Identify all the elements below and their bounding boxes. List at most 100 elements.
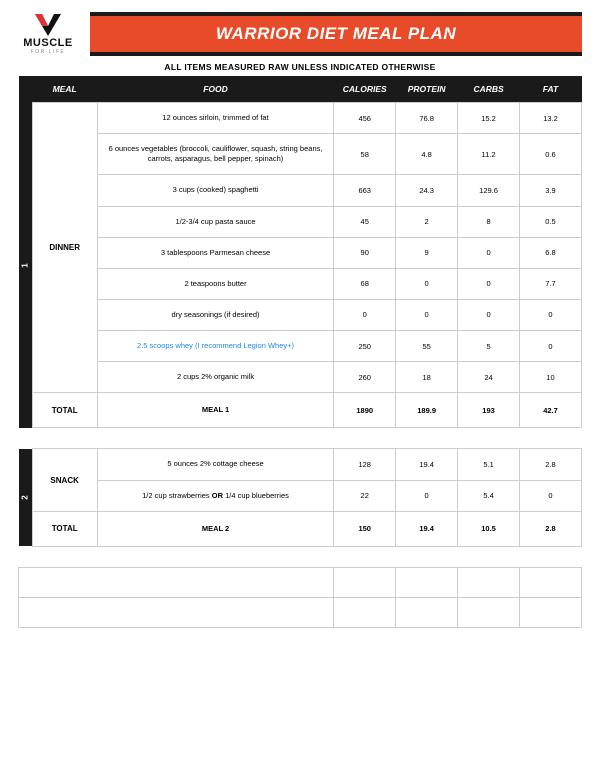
- brand-logo: MUSCLE FOR LIFE: [18, 12, 78, 55]
- table-row: 2SNACK5 ounces 2% cottage cheese12819.45…: [19, 449, 582, 480]
- food-link[interactable]: 2.5 scoops whey (I recommend Legion Whey…: [137, 341, 294, 350]
- fat-cell: 7.7: [520, 268, 582, 299]
- cal-cell: 663: [334, 175, 396, 206]
- table-row: 6 ounces vegetables (broccoli, cauliflow…: [19, 134, 582, 175]
- pro-cell: 0: [396, 299, 458, 330]
- cal-cell: 68: [334, 268, 396, 299]
- pro-cell: 9: [396, 237, 458, 268]
- fat-cell: 13.2: [520, 103, 582, 134]
- fat-cell: 0.5: [520, 206, 582, 237]
- fat-cell: 10: [520, 362, 582, 393]
- cal-cell: 22: [334, 480, 396, 511]
- fat-cell: 0: [520, 299, 582, 330]
- col-meal: MEAL: [32, 76, 97, 103]
- meal-index: 1: [19, 103, 33, 428]
- food-cell: 2.5 scoops whey (I recommend Legion Whey…: [97, 331, 333, 362]
- summary-fat: 45.5: [520, 567, 582, 597]
- table-row: 2 cups 2% organic milk260182410: [19, 362, 582, 393]
- food-cell: 2 teaspoons butter: [97, 268, 333, 299]
- col-protein: PROTEIN: [396, 76, 458, 103]
- fat-cell: 3.9: [520, 175, 582, 206]
- cal-cell: 250: [334, 331, 396, 362]
- carb-cell: 5.1: [458, 449, 520, 480]
- carb-cell: 5: [458, 331, 520, 362]
- food-cell: 12 ounces sirloin, trimmed of fat: [97, 103, 333, 134]
- fat-cell: 0: [520, 331, 582, 362]
- cal-cell: 260: [334, 362, 396, 393]
- col-index: [19, 76, 33, 103]
- cal-cell: 0: [334, 299, 396, 330]
- table-row: 1DINNER12 ounces sirloin, trimmed of fat…: [19, 103, 582, 134]
- carb-cell: 0: [458, 237, 520, 268]
- carb-cell: 5.4: [458, 480, 520, 511]
- table-row: dry seasonings (if desired)0000: [19, 299, 582, 330]
- carb-cell: 8: [458, 206, 520, 237]
- brand-name: MUSCLE: [18, 38, 78, 49]
- fat-cell: 2.8: [520, 449, 582, 480]
- total-label: TOTAL: [32, 393, 97, 428]
- carb-cell: 0: [458, 299, 520, 330]
- page-title: WARRIOR DIET MEAL PLAN: [90, 12, 582, 56]
- table-row: 2.5 scoops whey (I recommend Legion Whey…: [19, 331, 582, 362]
- summary-label: TARGET: [19, 597, 334, 627]
- total-label: TOTAL: [32, 511, 97, 546]
- pro-cell: 19.4: [396, 449, 458, 480]
- pro-cell: 2: [396, 206, 458, 237]
- meal-total-row: TOTALMEAL 11890189.919342.7: [19, 393, 582, 428]
- col-fat: FAT: [520, 76, 582, 103]
- pro-cell: 0: [396, 268, 458, 299]
- fat-cell: 0: [520, 480, 582, 511]
- summary-totals: TOTALS2040209.3203.545.5: [19, 567, 582, 597]
- meal-name: DINNER: [32, 103, 97, 393]
- carb-cell: 15.2: [458, 103, 520, 134]
- summary-cal: 2040: [334, 567, 396, 597]
- table-row: 2 teaspoons butter68007.7: [19, 268, 582, 299]
- subtitle: ALL ITEMS MEASURED RAW UNLESS INDICATED …: [18, 62, 582, 72]
- table-row: 1/2-3/4 cup pasta sauce45280.5: [19, 206, 582, 237]
- food-cell: 1/2-3/4 cup pasta sauce: [97, 206, 333, 237]
- col-carbs: CARBS: [458, 76, 520, 103]
- logo-icon: [32, 12, 64, 36]
- carb-cell: 24: [458, 362, 520, 393]
- food-cell: 3 cups (cooked) spaghetti: [97, 175, 333, 206]
- food-cell: 5 ounces 2% cottage cheese: [97, 449, 333, 480]
- gap-row: [19, 428, 582, 449]
- pro-cell: 18: [396, 362, 458, 393]
- table-row: 1/2 cup strawberries OR 1/4 cup blueberr…: [19, 480, 582, 511]
- food-cell: 2 cups 2% organic milk: [97, 362, 333, 393]
- food-cell: dry seasonings (if desired): [97, 299, 333, 330]
- summary-pro: 209.3: [396, 567, 458, 597]
- pro-cell: 76.8: [396, 103, 458, 134]
- food-cell: 1/2 cup strawberries OR 1/4 cup blueberr…: [97, 480, 333, 511]
- pro-cell: 55: [396, 331, 458, 362]
- header: MUSCLE FOR LIFE WARRIOR DIET MEAL PLAN: [18, 12, 582, 56]
- food-cell: 3 tablespoons Parmesan cheese: [97, 237, 333, 268]
- summary-carb: 205.1: [458, 597, 520, 627]
- fat-cell: 6.8: [520, 237, 582, 268]
- table-row: 3 cups (cooked) spaghetti66324.3129.63.9: [19, 175, 582, 206]
- fat-cell: 0.6: [520, 134, 582, 175]
- pro-cell: 0: [396, 480, 458, 511]
- carb-cell: 11.2: [458, 134, 520, 175]
- cal-cell: 456: [334, 103, 396, 134]
- meal-name: SNACK: [32, 449, 97, 511]
- cal-cell: 128: [334, 449, 396, 480]
- total-food: MEAL 2: [97, 511, 333, 546]
- summary-cal: 2051: [334, 597, 396, 627]
- summary-label: TOTALS: [19, 567, 334, 597]
- cal-cell: 58: [334, 134, 396, 175]
- gap-row: [19, 546, 582, 567]
- cal-cell: 45: [334, 206, 396, 237]
- meal-total-row: TOTALMEAL 215019.410.52.8: [19, 511, 582, 546]
- col-calories: CALORIES: [334, 76, 396, 103]
- table-header-row: MEAL FOOD CALORIES PROTEIN CARBS FAT: [19, 76, 582, 103]
- pro-cell: 4.8: [396, 134, 458, 175]
- summary-fat: 45.6: [520, 597, 582, 627]
- table-row: 3 tablespoons Parmesan cheese90906.8: [19, 237, 582, 268]
- pro-cell: 24.3: [396, 175, 458, 206]
- summary-carb: 203.5: [458, 567, 520, 597]
- brand-sub: FOR LIFE: [18, 49, 78, 55]
- carb-cell: 129.6: [458, 175, 520, 206]
- summary-target: TARGET2051205.1205.145.6: [19, 597, 582, 627]
- meal-plan-table: MEAL FOOD CALORIES PROTEIN CARBS FAT 1DI…: [18, 76, 582, 628]
